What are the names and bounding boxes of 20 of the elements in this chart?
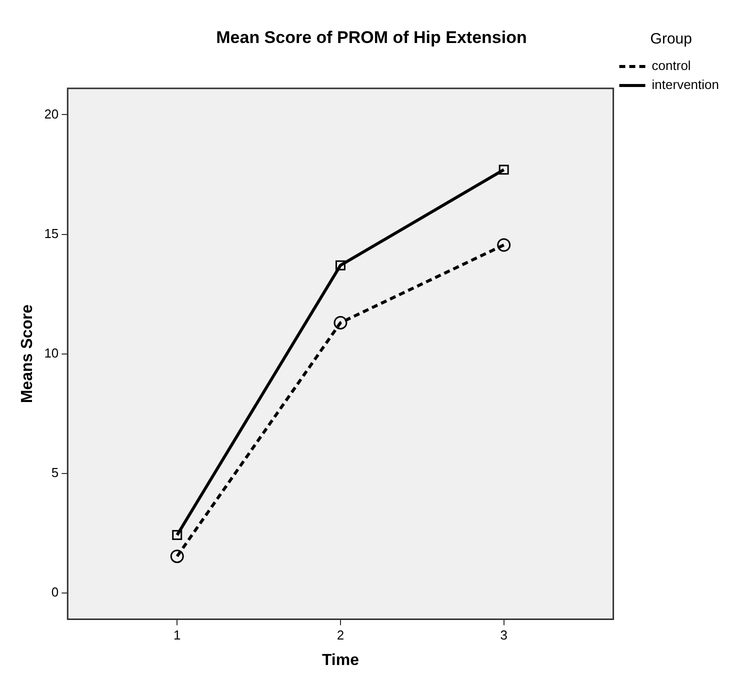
x-tick-label: 3 — [500, 628, 508, 643]
x-axis-title: Time — [322, 652, 360, 669]
chart-title: Mean Score of PROM of Hip Extension — [216, 28, 527, 47]
point — [170, 550, 184, 564]
y-tick-label: 0 — [51, 584, 59, 600]
x-tick-label: 1 — [173, 628, 181, 643]
point — [498, 164, 509, 175]
point — [334, 316, 348, 330]
point — [172, 530, 182, 540]
legend-title: Group — [650, 30, 692, 48]
legend-label: intervention — [652, 77, 720, 92]
point — [335, 260, 346, 270]
y-tick-label: 20 — [44, 106, 59, 122]
y-tick-label: 10 — [44, 345, 59, 360]
x-tick-label: 2 — [336, 628, 344, 643]
point — [497, 238, 511, 252]
y-tick-label: 5 — [51, 464, 59, 480]
legend-label: control — [652, 58, 691, 74]
y-axis-title: Means Score — [19, 304, 36, 404]
y-tick-label: 15 — [44, 226, 59, 241]
